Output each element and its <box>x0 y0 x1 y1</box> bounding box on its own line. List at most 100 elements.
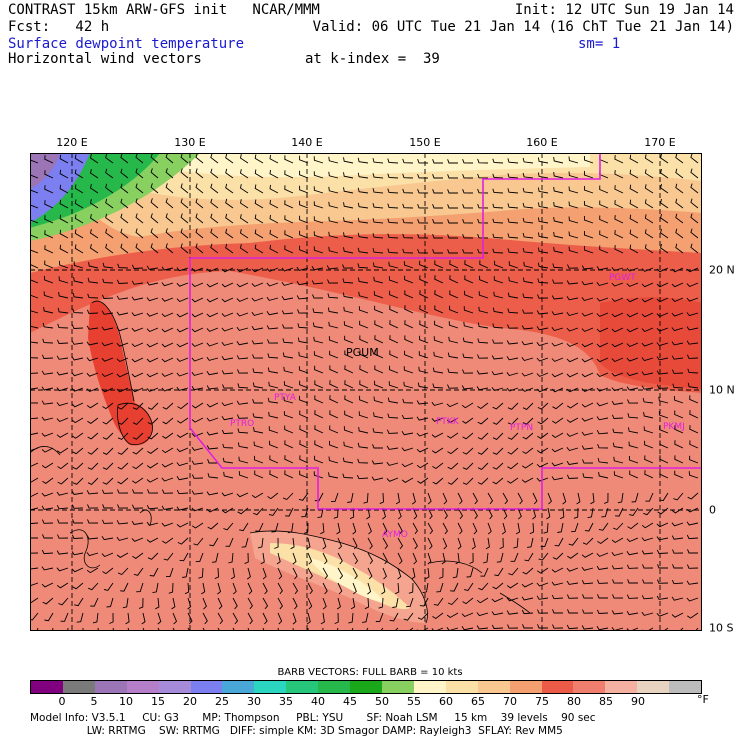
wind-barb <box>30 582 39 587</box>
wind-barb <box>132 552 144 559</box>
wind-barb <box>471 537 476 550</box>
wind-barb <box>87 432 99 440</box>
wind-barb <box>627 427 639 434</box>
wind-barb <box>537 294 549 299</box>
colorbar-swatch <box>190 681 223 693</box>
wind-barb <box>152 582 159 594</box>
wind-barb <box>689 455 699 464</box>
wind-barb <box>644 154 654 164</box>
wind-barb <box>230 567 235 580</box>
station-aymo: AYMO <box>382 530 408 540</box>
wind-barb <box>494 260 504 269</box>
wind-barb <box>403 261 414 269</box>
wind-barb <box>671 535 684 540</box>
wind-barb <box>566 372 579 378</box>
wind-barb <box>492 417 504 425</box>
wind-barb <box>436 582 444 593</box>
wind-barb <box>180 168 189 179</box>
wind-barb <box>357 172 369 179</box>
wind-barb <box>432 367 444 374</box>
wind-barb <box>344 335 354 344</box>
wind-barb <box>314 395 324 404</box>
wind-barb <box>89 213 99 224</box>
wind-barb <box>58 276 69 284</box>
wind-barb <box>269 169 279 179</box>
wind-barb <box>191 297 204 303</box>
wind-barb <box>596 327 609 333</box>
wind-barb <box>386 445 399 450</box>
wind-barb <box>101 519 114 524</box>
wind-barb <box>239 199 249 209</box>
wind-barb <box>165 168 174 179</box>
wind-barb <box>161 297 174 302</box>
wind-barb <box>477 218 489 224</box>
wind-barb <box>659 455 669 464</box>
wind-barb <box>582 537 594 545</box>
wind-barb <box>30 200 39 209</box>
wind-barb <box>581 566 594 571</box>
wind-barb <box>102 262 114 269</box>
wind-barb <box>191 371 204 376</box>
wind-barb <box>187 597 192 610</box>
wind-barb <box>269 244 279 254</box>
wind-barb <box>135 153 144 164</box>
wind-barb <box>349 507 355 520</box>
wind-barb <box>182 567 189 578</box>
wind-barb <box>328 336 339 344</box>
wind-barb <box>568 201 579 209</box>
wind-barb <box>161 357 174 363</box>
solomon-coast <box>499 592 531 614</box>
wind-barb <box>656 267 669 273</box>
wind-barb <box>629 229 639 239</box>
wind-barb <box>87 417 99 424</box>
wind-barb <box>441 552 446 565</box>
wind-barb <box>674 425 684 434</box>
wind-barb <box>686 534 699 540</box>
wind-barb <box>210 168 219 179</box>
wind-barb <box>631 492 639 503</box>
wind-barb <box>357 157 369 164</box>
wind-barb <box>56 582 69 589</box>
wind-barb <box>132 417 144 425</box>
wind-barb <box>641 385 654 390</box>
wind-barb <box>225 243 234 254</box>
wind-barb <box>30 310 39 314</box>
wind-barb <box>457 507 464 520</box>
wind-barb <box>237 442 249 449</box>
wind-barb <box>552 417 564 424</box>
wind-barb <box>601 507 609 518</box>
wind-barb <box>479 275 489 284</box>
wind-barb <box>581 625 594 630</box>
wind-barb <box>135 213 144 224</box>
wind-barb <box>165 213 174 224</box>
wind-barb <box>254 184 264 194</box>
wind-barb <box>253 427 264 434</box>
wind-barb <box>537 432 549 439</box>
wind-barb <box>102 278 114 284</box>
wind-barb <box>386 429 399 434</box>
wind-barb <box>492 402 504 410</box>
wind-barb <box>328 472 339 479</box>
wind-barb <box>267 492 279 500</box>
wind-barb <box>287 522 294 534</box>
wind-barb <box>277 567 283 580</box>
wind-barb <box>455 552 460 565</box>
wind-barb <box>180 213 189 224</box>
wind-barb <box>372 444 383 449</box>
wind-barb <box>247 597 253 610</box>
wind-barb <box>329 395 339 404</box>
wind-barb <box>626 610 639 616</box>
wind-barb <box>387 233 399 239</box>
wind-barb <box>90 597 99 607</box>
wind-barb <box>284 440 294 449</box>
wind-barb <box>419 290 429 299</box>
wind-barb <box>461 626 474 631</box>
wind-barb <box>566 312 579 317</box>
wind-barb <box>611 282 624 287</box>
wind-barb <box>553 201 564 209</box>
wind-barb <box>86 387 99 393</box>
wind-barb <box>102 477 114 485</box>
dewpoint-colorbar <box>30 680 702 694</box>
wind-barb <box>686 521 699 526</box>
wind-barb <box>689 395 699 404</box>
